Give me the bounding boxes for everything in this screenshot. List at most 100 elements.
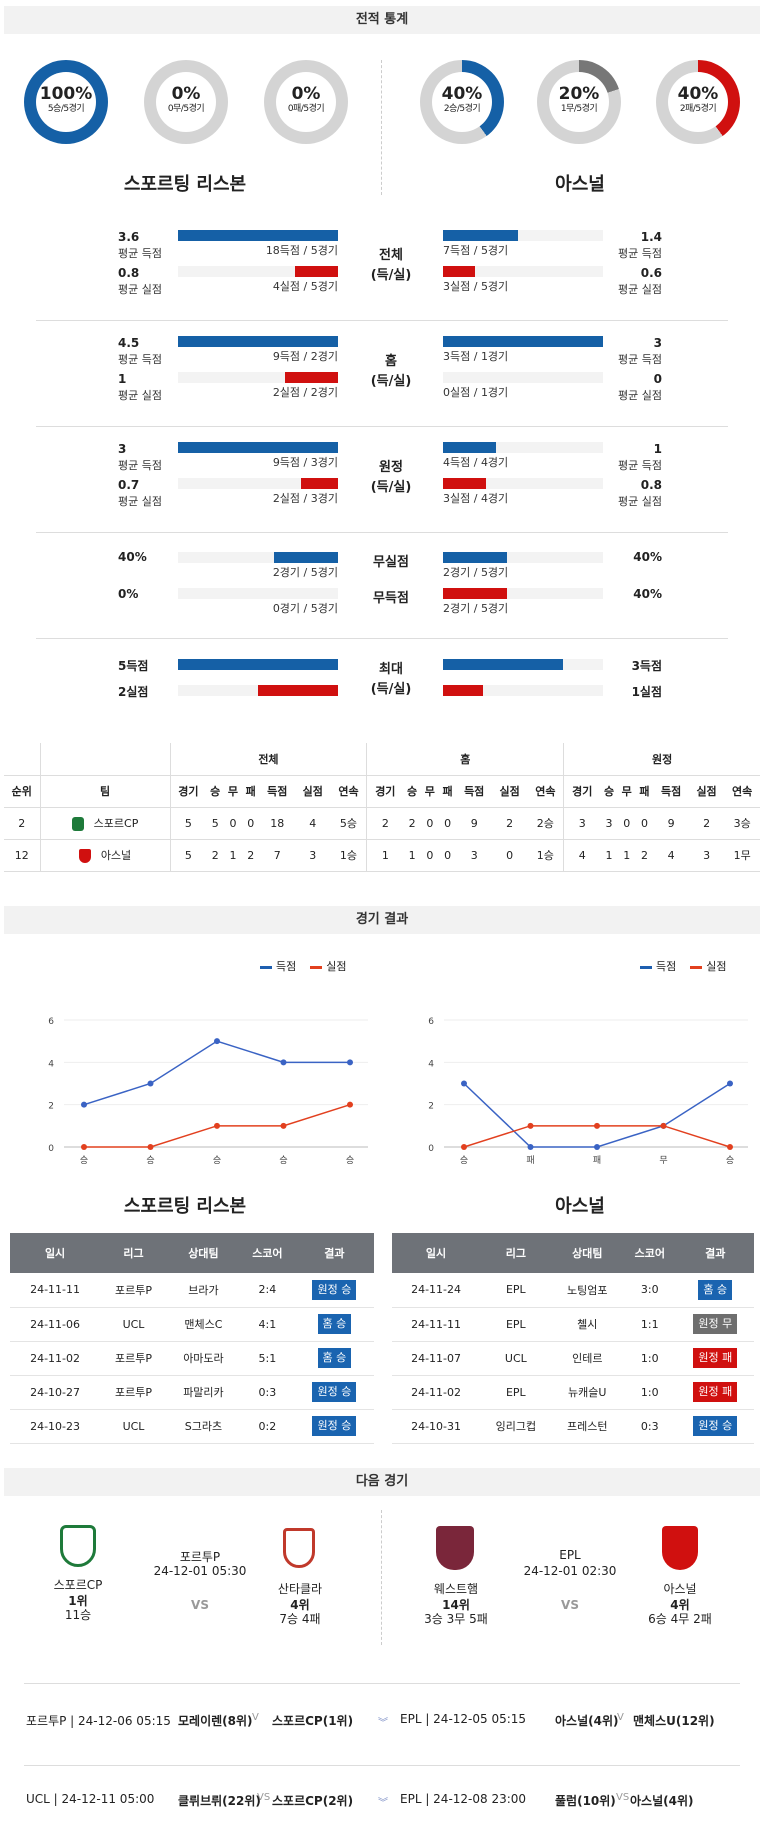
x-tick-label: 패 <box>593 1155 601 1166</box>
result-badge: 원정 패 <box>693 1348 738 1368</box>
home-avg-against-label: 평균 실점 <box>118 389 162 402</box>
results-row: 24-10-31 잉리그컵 프레스턴 0:3 원정 승 <box>392 1409 754 1444</box>
results-cell: 포르투P <box>100 1375 167 1410</box>
team-name: 스포르CP <box>93 817 139 830</box>
away-clean-text: 2경기 / 5경기 <box>443 566 509 579</box>
standings-cell: 1 <box>224 839 242 872</box>
separator <box>36 532 728 533</box>
standings-blank <box>40 743 171 776</box>
data-point <box>727 1144 733 1150</box>
results-row: 24-11-02 EPL 뉴캐슬U 1:0 원정 패 <box>392 1375 754 1410</box>
away-max-against-bar <box>443 685 483 696</box>
results-column-header: 일시 <box>10 1233 101 1273</box>
donut-chart: 40% 2승/5경기 <box>420 60 504 144</box>
y-tick-label: 0 <box>48 1144 54 1154</box>
next-home-rank: 14위 <box>442 1598 470 1612</box>
divider <box>381 60 382 195</box>
results-cell: 2:4 <box>239 1273 295 1308</box>
legend-swatch-against <box>690 965 703 969</box>
results-cell: 원정 승 <box>294 1273 374 1308</box>
standings-cell: 0 <box>635 807 654 840</box>
home-avg-against: 0.8 <box>118 266 140 280</box>
results-cell: UCL <box>100 1409 167 1444</box>
away-for-text: 4득점 / 4경기 <box>443 456 509 469</box>
standings-group-header: 원정 <box>563 743 760 776</box>
standings-blank <box>4 743 41 776</box>
stat-category: 원정 (득/실) <box>370 460 412 495</box>
results-cell: 첼시 <box>551 1307 623 1342</box>
standings-cell: 1승 <box>330 839 368 872</box>
standings-cell: 9 <box>456 807 492 840</box>
standings-row: 2 스포르CP 5 5 0 0 18 4 5승 2 2 0 0 9 2 2승 3 3 0 0 9 2 3승 <box>4 807 760 840</box>
results-cell: 원정 승 <box>294 1409 374 1444</box>
home-max-against: 2실점 <box>118 685 149 699</box>
away-for-bar <box>443 442 496 453</box>
donut-subtext: 1무/5경기 <box>560 104 598 114</box>
separator <box>24 1765 740 1766</box>
donut-chart: 40% 2패/5경기 <box>656 60 740 144</box>
results-cell: 24-11-02 <box>10 1341 101 1376</box>
standings-cell: 1승 <box>527 839 565 872</box>
donut-subtext: 2승/5경기 <box>443 104 481 114</box>
standings-cell: 2 <box>4 807 41 840</box>
donut-center: 20% 1무/5경기 <box>549 72 609 132</box>
upcoming-vs: V <box>252 1712 259 1723</box>
standings-cell: 2 <box>688 807 725 840</box>
results-cell: 홈 승 <box>294 1341 374 1376</box>
upcoming-info: 포르투P | 24-12-06 05:15 <box>26 1714 171 1728</box>
home-for-text: 9득점 / 3경기 <box>272 456 338 469</box>
upcoming-team: 풀럼(10위) <box>555 1794 616 1808</box>
standings-cell: 2 <box>491 807 528 840</box>
noscore-category: 무득점 <box>373 591 409 606</box>
separator <box>36 426 728 427</box>
x-tick-label: 승 <box>279 1155 287 1166</box>
donut-center: 0% 0무/5경기 <box>156 72 216 132</box>
results-cell: 브라가 <box>166 1273 240 1308</box>
section-header-results: 경기 결과 <box>4 906 760 934</box>
next-away-rank: 4위 <box>670 1598 690 1612</box>
standings-column-header: 승 <box>403 775 421 808</box>
standings-column-header: 패 <box>635 775 654 808</box>
results-column-header: 스코어 <box>239 1233 295 1273</box>
legend-label-against: 실점 <box>706 960 727 973</box>
away-for-bar <box>443 230 518 241</box>
results-cell: 맨체스C <box>166 1307 240 1342</box>
result-badge: 원정 승 <box>693 1416 738 1436</box>
standings-cell: 1 <box>366 839 404 872</box>
donut-chart: 100% 5승/5경기 <box>24 60 108 144</box>
home-noscore-pct: 0% <box>118 587 139 601</box>
standings-column-header: 득점 <box>259 775 296 808</box>
results-cell: 1:0 <box>622 1341 677 1376</box>
data-point <box>214 1038 220 1045</box>
home-avg-for: 4.5 <box>118 336 140 350</box>
series-line-for <box>463 1082 731 1148</box>
results-column-header: 일시 <box>392 1233 481 1273</box>
y-tick-label: 0 <box>428 1144 434 1154</box>
legend-swatch-against <box>310 965 323 969</box>
away-avg-against-label: 평균 실점 <box>618 283 662 296</box>
standings-column-header: 승 <box>600 775 618 808</box>
results-cell: 5:1 <box>239 1341 295 1376</box>
standings-cell: 0 <box>420 807 439 840</box>
standings-column-header: 연속 <box>724 775 760 808</box>
chart-home-team: 스포르팅 리스본 <box>123 1196 247 1217</box>
team-cell: 아스널 <box>40 839 171 872</box>
results-cell: 4:1 <box>239 1307 295 1342</box>
home-avg-against: 0.7 <box>118 478 140 492</box>
chevron-down-icon: ︾ <box>378 1798 388 1809</box>
away-avg-against-label: 평균 실점 <box>618 495 662 508</box>
home-max-for: 5득점 <box>118 659 149 673</box>
next-away-record: 6승 4무 2패 <box>648 1612 712 1626</box>
donut-chart: 0% 0무/5경기 <box>144 60 228 144</box>
results-column-header: 스코어 <box>622 1233 677 1273</box>
results-cell: UCL <box>480 1341 552 1376</box>
home-for-text: 9득점 / 2경기 <box>272 350 338 363</box>
results-cell: 24-11-11 <box>392 1307 481 1342</box>
y-tick-label: 2 <box>48 1102 54 1112</box>
away-for-bar <box>443 336 603 347</box>
standings-column-header: 팀 <box>40 775 171 808</box>
line-chart: 0 2 4 6 승 패 패 무 승 <box>428 1017 748 1166</box>
results-cell: EPL <box>480 1273 552 1308</box>
next-away-team: 아스널 <box>663 1582 697 1596</box>
separator <box>36 320 728 321</box>
